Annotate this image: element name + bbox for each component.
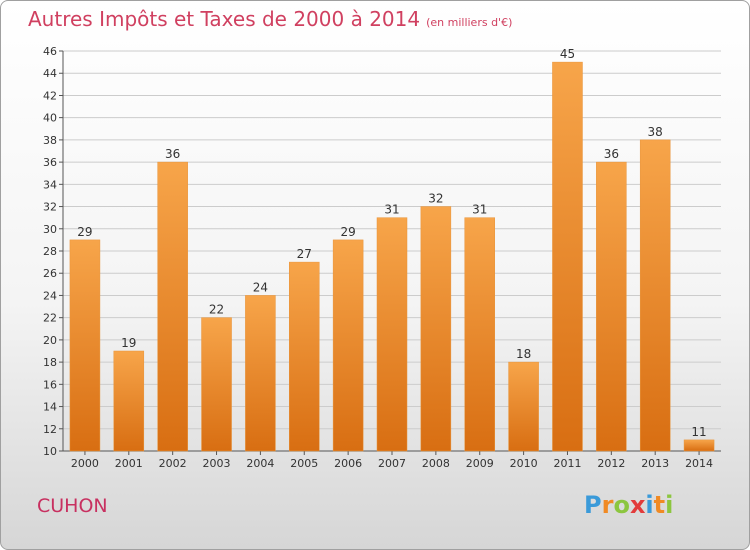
x-tick-label: 2010 (510, 457, 538, 470)
y-tick-label: 12 (43, 423, 57, 436)
logo-letter: t (653, 491, 666, 519)
logo-letter: i (645, 491, 654, 519)
bar-value-label: 22 (209, 303, 224, 317)
y-tick-label: 28 (43, 245, 57, 258)
x-tick-label: 2003 (203, 457, 231, 470)
x-tick-label: 2009 (466, 457, 494, 470)
y-tick-label: 42 (43, 89, 57, 102)
y-tick-label: 32 (43, 201, 57, 214)
chart-title-unit: (en milliers d'€) (426, 16, 513, 29)
bar (245, 295, 276, 452)
bar (683, 439, 715, 452)
logo-letter: r (601, 491, 614, 519)
bar (464, 217, 495, 452)
x-tick-label: 2001 (115, 457, 143, 470)
bar (69, 239, 101, 452)
logo-letter: o (613, 491, 630, 519)
y-tick-label: 38 (43, 134, 57, 147)
bar-value-label: 38 (648, 125, 663, 139)
bar-value-label: 31 (472, 203, 487, 217)
bar (201, 317, 232, 452)
bar (420, 206, 452, 452)
x-tick-label: 2004 (246, 457, 274, 470)
bar-value-label: 29 (340, 225, 355, 239)
proxiti-logo: Proxiti (584, 491, 673, 519)
y-tick-label: 34 (43, 178, 57, 191)
bars (69, 61, 715, 452)
x-tick-label: 2006 (334, 457, 362, 470)
bar (113, 350, 145, 452)
bar (552, 61, 583, 452)
bar-value-label: 24 (253, 280, 268, 294)
labels: 10 12 14 16 18 20 22 24 26 28 30 32 34 36 38 40 42 44 46 29… (43, 45, 713, 470)
x-tick-label: 2011 (553, 457, 581, 470)
bar (596, 161, 627, 452)
bar-value-label: 45 (560, 47, 575, 61)
y-tick-label: 14 (43, 401, 57, 414)
logo-letter: i (665, 491, 674, 519)
x-tick-label: 2013 (641, 457, 669, 470)
bar-value-label: 27 (297, 247, 312, 261)
chart-title-text: Autres Impôts et Taxes de 2000 à 2014 (28, 7, 421, 31)
x-tick-label: 2000 (71, 457, 99, 470)
x-tick-label: 2014 (685, 457, 713, 470)
y-tick-label: 22 (43, 312, 57, 325)
y-tick-label: 20 (43, 334, 57, 347)
bar (376, 217, 408, 452)
y-tick-label: 16 (43, 378, 57, 391)
bar (289, 261, 320, 452)
y-tick-label: 46 (43, 45, 57, 58)
bar-value-label: 11 (691, 425, 706, 439)
logo-letter: x (629, 491, 646, 519)
bar-value-label: 18 (516, 347, 531, 361)
y-tick-label: 40 (43, 112, 57, 125)
y-tick-label: 36 (43, 156, 57, 169)
bar-value-label: 19 (121, 336, 136, 350)
chart-title: Autres Impôts et Taxes de 2000 à 2014 (en… (28, 7, 512, 31)
logo-letter: P (584, 491, 602, 519)
y-tick-label: 24 (43, 289, 57, 302)
bar-value-label: 36 (165, 147, 180, 161)
y-tick-label: 26 (43, 267, 57, 280)
x-tick-label: 2008 (422, 457, 450, 470)
y-tick-label: 30 (43, 223, 57, 236)
commune-name: CUHON (37, 495, 108, 517)
x-tick-label: 2002 (159, 457, 187, 470)
y-tick-label: 44 (43, 67, 57, 80)
bar-value-label: 32 (428, 192, 443, 206)
y-tick-label: 10 (43, 445, 57, 458)
bar-value-label: 31 (384, 203, 399, 217)
y-tick-label: 18 (43, 356, 57, 369)
bar (508, 361, 539, 452)
bar (157, 161, 188, 452)
bar-value-label: 29 (77, 225, 92, 239)
x-tick-label: 2012 (597, 457, 625, 470)
x-tick-label: 2007 (378, 457, 406, 470)
bar (332, 239, 364, 452)
bar (639, 139, 671, 452)
bar-value-label: 36 (604, 147, 619, 161)
x-tick-label: 2005 (290, 457, 318, 470)
